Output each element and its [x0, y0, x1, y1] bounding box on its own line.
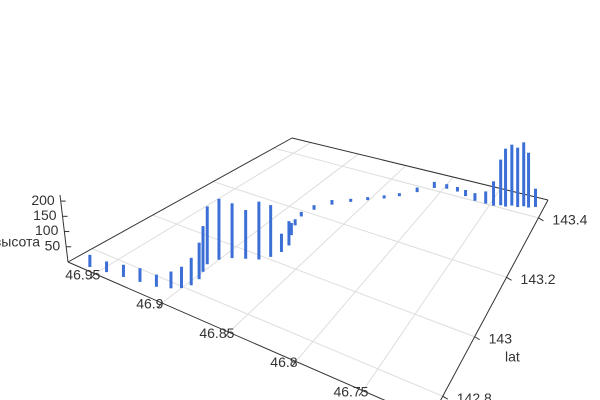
x-tick-label: 46.95 — [65, 266, 100, 282]
grid-line — [362, 188, 502, 392]
bar — [484, 191, 488, 204]
grid-line — [94, 142, 312, 275]
y-tick — [506, 276, 512, 281]
z-axis-label: высота — [0, 234, 40, 250]
grid-line — [295, 176, 454, 362]
y-tick-label: 143.4 — [552, 212, 587, 228]
bar — [169, 271, 173, 289]
bar — [455, 186, 459, 192]
x-tick — [291, 361, 297, 367]
x-tick-label: 46.8 — [270, 354, 297, 370]
bar — [504, 148, 508, 207]
z-tick-label: 150 — [33, 207, 57, 223]
bar — [527, 152, 531, 208]
bar — [279, 233, 283, 252]
y-tick-label: 143 — [489, 330, 513, 346]
y-tick-label: 143.2 — [521, 271, 556, 287]
bar — [516, 147, 520, 208]
bar — [197, 242, 201, 280]
y-tick — [442, 395, 449, 400]
bar — [121, 264, 125, 277]
bar — [138, 268, 142, 282]
bar — [330, 200, 334, 205]
x-tick — [224, 331, 230, 338]
bar — [312, 205, 316, 210]
bar — [189, 257, 193, 286]
x-tick — [157, 302, 163, 309]
grid-line — [92, 248, 443, 397]
z-tick-label: 50 — [45, 237, 61, 253]
bar — [499, 159, 503, 206]
bar — [445, 184, 449, 189]
bar — [257, 201, 261, 260]
bar — [473, 193, 477, 201]
grid-line — [213, 181, 507, 278]
y-axis-label: lat — [505, 349, 520, 365]
bar — [415, 187, 419, 193]
bar — [244, 210, 248, 259]
bar — [180, 266, 184, 289]
x-tick — [358, 390, 364, 397]
y-axis-line — [440, 199, 549, 400]
bar — [217, 198, 221, 260]
bar — [510, 144, 514, 206]
x-axis-line — [67, 261, 386, 400]
x-tick-label: 46.75 — [333, 383, 368, 399]
y-tick-label: 142.8 — [457, 390, 492, 400]
bar — [230, 203, 234, 259]
axis-line — [291, 137, 549, 201]
bar — [492, 181, 496, 206]
z-tick-label: 100 — [35, 222, 59, 238]
bar — [269, 205, 273, 257]
bar — [287, 221, 291, 246]
z-axis-line — [59, 194, 69, 263]
bar — [432, 181, 436, 188]
bar — [522, 142, 526, 207]
bar — [154, 274, 158, 287]
bar — [299, 211, 303, 217]
y-tick — [474, 336, 480, 341]
bar — [293, 219, 297, 226]
axis-line — [67, 137, 293, 263]
bar — [382, 195, 386, 199]
z-tick-label: 200 — [31, 192, 55, 208]
bar — [205, 206, 209, 265]
y-tick — [538, 217, 544, 222]
x-tick — [90, 273, 96, 280]
bar — [349, 198, 353, 202]
grid-line — [228, 165, 407, 333]
grid-line — [273, 147, 539, 219]
bar — [105, 261, 109, 273]
bar — [534, 188, 538, 207]
x-tick-label: 46.85 — [199, 325, 234, 341]
bar — [366, 197, 370, 201]
bar — [88, 254, 92, 268]
bar — [464, 190, 468, 197]
bar — [397, 193, 401, 197]
grid-line — [152, 214, 475, 338]
bar — [289, 222, 293, 236]
x-tick-label: 46.9 — [136, 296, 163, 312]
bar — [201, 226, 205, 272]
